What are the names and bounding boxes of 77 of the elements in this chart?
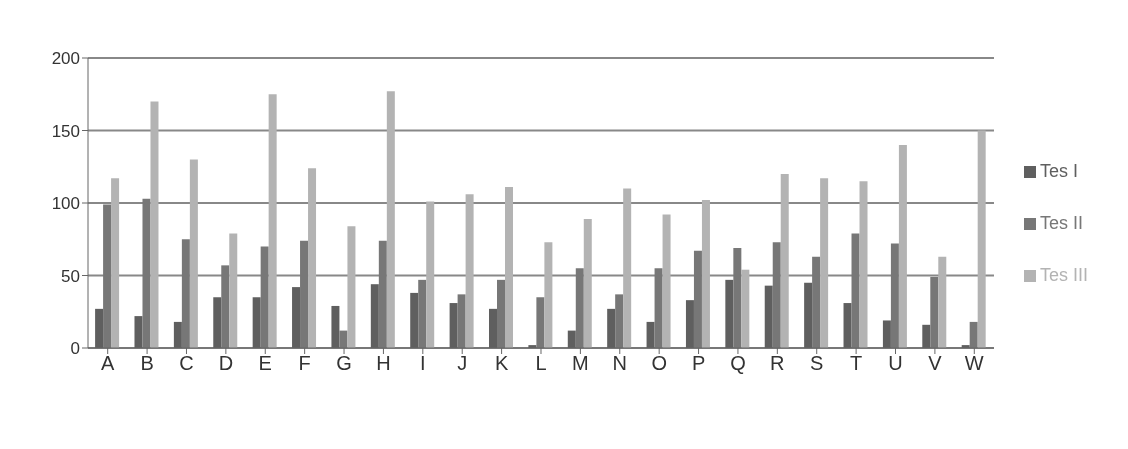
bar — [150, 101, 159, 348]
x-tick-label: L — [535, 352, 547, 375]
bar — [457, 294, 466, 348]
y-tick-label: 50 — [61, 266, 80, 286]
bar — [898, 145, 907, 348]
x-tick-label: I — [420, 352, 426, 375]
x-tick-label: R — [770, 352, 785, 375]
bar — [221, 265, 230, 348]
bar — [623, 188, 632, 348]
x-tick-label: S — [810, 352, 824, 375]
bar — [505, 187, 513, 348]
x-tick-label: Q — [730, 352, 746, 375]
x-tick-label: N — [612, 352, 627, 375]
bar — [497, 279, 505, 348]
x-tick-label: M — [572, 352, 589, 375]
bar — [851, 233, 860, 348]
bar — [308, 168, 317, 348]
bar — [780, 174, 789, 348]
x-tick-label: F — [298, 352, 311, 375]
y-tick-label: 100 — [51, 194, 80, 214]
bar — [733, 247, 742, 348]
bar — [859, 181, 868, 348]
y-tick-label: 0 — [70, 339, 80, 359]
bar — [386, 91, 395, 348]
bar — [772, 242, 781, 348]
bar — [662, 214, 671, 348]
bar — [977, 130, 986, 348]
bar — [103, 204, 112, 348]
bar — [339, 330, 348, 348]
x-tick-label: E — [258, 352, 272, 375]
bar — [465, 194, 474, 348]
bar — [260, 246, 269, 348]
x-tick-label: K — [494, 352, 509, 375]
x-tick-label: H — [376, 352, 391, 375]
x-tick-label: G — [336, 352, 352, 375]
bar — [189, 159, 198, 348]
x-tick-label: O — [651, 352, 667, 375]
bar — [536, 297, 545, 348]
bar — [111, 178, 120, 348]
x-tick-label: D — [218, 352, 234, 375]
bar — [701, 200, 710, 348]
bar — [229, 233, 238, 348]
bar — [378, 240, 387, 348]
bar — [347, 226, 356, 348]
x-tick-label: J — [457, 352, 468, 375]
x-tick-label: T — [850, 352, 863, 375]
bar — [741, 269, 750, 348]
y-tick-label: 150 — [51, 121, 80, 141]
bar — [426, 201, 435, 348]
bar — [300, 240, 309, 348]
legend-label: Tes I — [1039, 161, 1078, 181]
bar — [575, 268, 584, 348]
bar — [938, 256, 947, 348]
bar — [693, 250, 702, 348]
x-tick-label: W — [964, 352, 984, 375]
legend-label: Tes II — [1039, 213, 1083, 233]
bar — [812, 256, 821, 348]
bar — [820, 178, 829, 348]
bar — [583, 218, 592, 348]
x-tick-label: V — [928, 352, 943, 375]
bar — [142, 198, 151, 348]
y-tick-label: 200 — [51, 49, 80, 69]
legend-label: Tes III — [1039, 265, 1088, 285]
bar — [654, 268, 663, 348]
bar — [418, 279, 427, 348]
x-tick-label: C — [179, 352, 194, 375]
bar — [615, 294, 624, 348]
x-tick-label: A — [101, 352, 116, 375]
bar — [268, 94, 277, 348]
bar — [890, 243, 899, 348]
bar — [930, 276, 939, 348]
x-tick-label: P — [691, 352, 706, 375]
x-tick-label: U — [888, 352, 903, 375]
bar — [544, 242, 553, 348]
x-tick-label: B — [140, 352, 154, 375]
bar — [969, 321, 978, 348]
bar — [181, 239, 190, 348]
